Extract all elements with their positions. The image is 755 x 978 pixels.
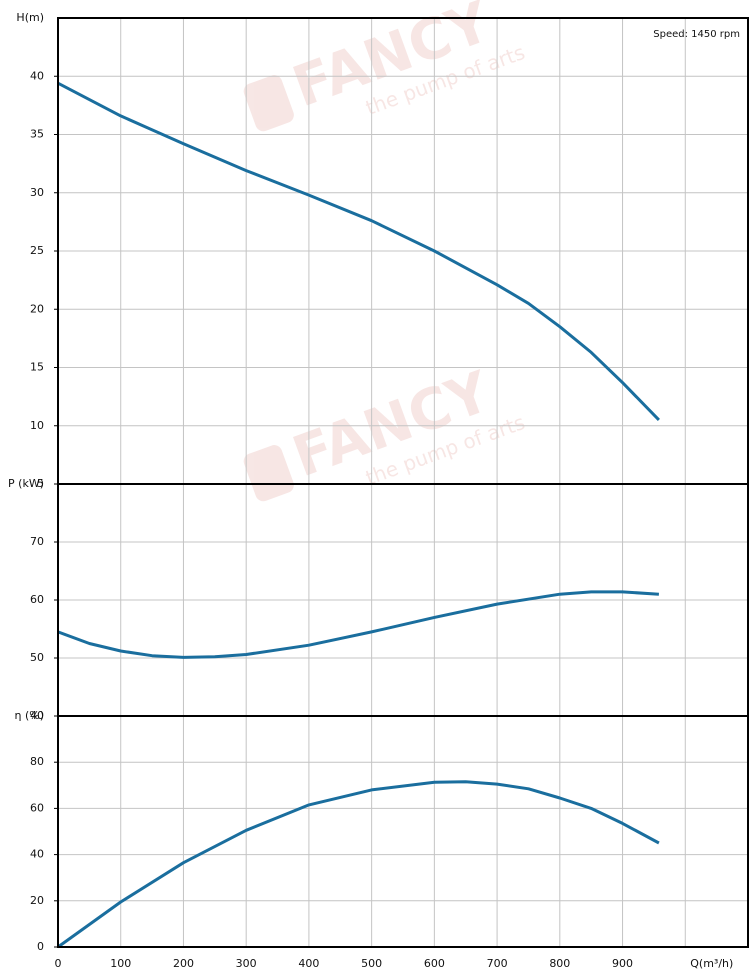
y-tick-label: 25 <box>30 244 44 257</box>
curve <box>57 81 660 421</box>
x-tick-label: 200 <box>173 957 194 970</box>
watermark-icon <box>243 75 294 132</box>
x-tick-label: 500 <box>361 957 382 970</box>
y-tick-label: 40 <box>30 709 44 722</box>
x-tick-label: 900 <box>612 957 633 970</box>
y-axis-label: P (kW) <box>8 477 44 490</box>
y-tick-label: 40 <box>30 848 44 861</box>
y-tick-label: 80 <box>30 755 44 768</box>
y-tick-label: 35 <box>30 128 44 141</box>
y-axis-label: η (%) <box>14 709 44 722</box>
x-tick-label: 100 <box>110 957 131 970</box>
y-tick-label: 60 <box>30 593 44 606</box>
watermark-icon <box>243 445 294 502</box>
x-axis-label: Q(m³/h) <box>690 957 733 970</box>
y-tick-label: 40 <box>30 69 44 82</box>
y-axis-label: H(m) <box>16 11 44 24</box>
y-tick-label: 20 <box>30 302 44 315</box>
annotation: Speed: 1450 rpm <box>653 29 740 40</box>
x-tick-label: 0 <box>55 957 62 970</box>
y-tick-label: 70 <box>30 535 44 548</box>
y-tick-label: 0 <box>37 940 44 953</box>
x-tick-label: 700 <box>487 957 508 970</box>
y-tick-label: 30 <box>30 186 44 199</box>
plot-frame <box>57 17 749 948</box>
y-tick-label: 5 <box>37 477 44 490</box>
y-tick-label: 50 <box>30 651 44 664</box>
y-tick-label: 15 <box>30 361 44 374</box>
x-tick-label: 800 <box>549 957 570 970</box>
curve <box>57 590 659 659</box>
y-tick-label: 10 <box>30 419 44 432</box>
x-tick-label: 300 <box>236 957 257 970</box>
y-tick-label: 60 <box>30 801 44 814</box>
x-tick-label: 600 <box>424 957 445 970</box>
curve <box>57 780 660 949</box>
y-tick-label: 20 <box>30 894 44 907</box>
x-tick-label: 400 <box>298 957 319 970</box>
